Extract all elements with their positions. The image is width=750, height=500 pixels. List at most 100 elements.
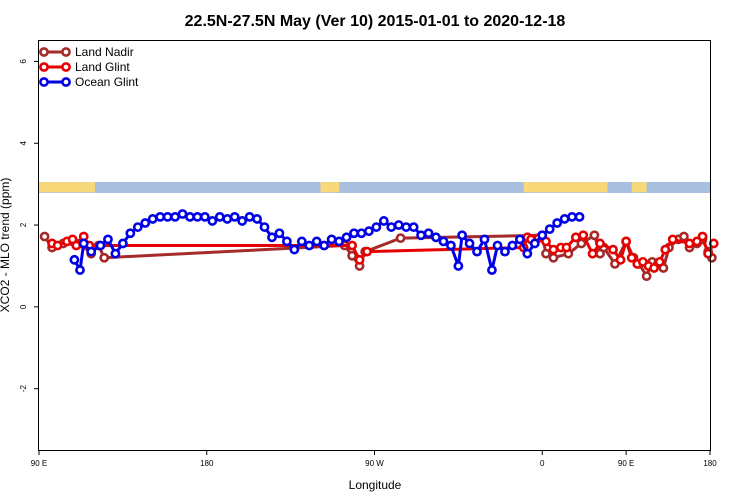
data-point	[304, 240, 315, 251]
data-point	[110, 248, 121, 259]
data-point	[626, 252, 637, 263]
data-point	[71, 240, 82, 251]
y-tick-label: 0	[19, 304, 28, 309]
land-segment	[523, 182, 608, 193]
data-point	[214, 211, 225, 222]
plot-frame	[38, 40, 711, 451]
data-point	[39, 231, 50, 242]
data-point	[684, 238, 695, 249]
data-point	[587, 248, 598, 259]
data-point	[177, 209, 188, 219]
legend-marker	[39, 62, 49, 72]
chart-title: 22.5N-27.5N May (Ver 10) 2015-01-01 to 2…	[185, 13, 566, 30]
y-tick-label: 4	[19, 140, 28, 145]
data-point	[117, 238, 128, 249]
data-point	[274, 228, 285, 239]
data-point	[578, 230, 589, 241]
series-land-nadir	[39, 230, 717, 282]
x-axis: 90 E 180 90 W 0 180 90 E	[31, 451, 717, 468]
data-point	[679, 231, 689, 242]
data-point	[356, 228, 367, 239]
series-layer	[39, 209, 719, 282]
data-point	[507, 240, 518, 251]
data-point	[326, 234, 337, 245]
legend-marker	[39, 47, 49, 57]
data-point	[52, 240, 63, 251]
legend-item: Land Glint	[39, 60, 130, 74]
data-point	[95, 240, 106, 251]
land-strip-segments	[39, 182, 647, 193]
data-point	[222, 214, 233, 224]
data-point	[431, 232, 441, 243]
data-point	[78, 238, 89, 249]
data-point	[140, 218, 151, 228]
data-point	[457, 230, 468, 241]
data-point	[395, 233, 406, 244]
data-point	[537, 230, 548, 241]
data-point	[654, 256, 665, 267]
data-point	[621, 236, 632, 247]
data-point	[132, 222, 143, 232]
data-point	[289, 244, 300, 255]
x-tick-label: 180	[200, 459, 214, 468]
data-point	[479, 234, 490, 245]
data-point	[125, 228, 136, 239]
legend-marker	[61, 47, 71, 57]
legend-label: Land Nadir	[75, 45, 134, 59]
data-point	[267, 232, 277, 243]
data-point	[281, 236, 292, 247]
data-point	[559, 214, 570, 224]
data-point	[371, 222, 382, 232]
data-point	[69, 254, 80, 265]
data-point	[192, 211, 203, 222]
data-point	[529, 238, 540, 249]
land-segment	[39, 182, 95, 193]
data-point	[364, 226, 374, 237]
data-point	[649, 263, 659, 273]
data-point	[692, 236, 702, 247]
data-point	[570, 232, 581, 243]
data-point	[319, 240, 330, 251]
ocean-strip	[39, 182, 710, 193]
x-tick-label: 90 E	[31, 459, 47, 468]
data-point	[401, 222, 412, 232]
data-point	[464, 238, 475, 249]
x-axis-label: Longitude	[349, 478, 402, 492]
data-point	[697, 231, 708, 242]
legend-label: Ocean Glint	[75, 75, 139, 89]
data-point	[576, 238, 587, 249]
data-point	[185, 211, 195, 222]
land-segment	[631, 182, 647, 193]
data-point	[334, 236, 344, 247]
data-point	[408, 222, 419, 232]
data-point	[259, 222, 270, 232]
y-tick-label: -2	[19, 385, 28, 393]
data-point	[595, 238, 605, 249]
data-point	[162, 211, 173, 222]
data-point	[362, 246, 372, 257]
data-point	[341, 232, 352, 243]
data-point	[86, 246, 97, 257]
data-point	[574, 211, 585, 222]
data-point	[147, 214, 158, 224]
data-point	[349, 228, 359, 239]
y-axis: -2 0 2 4 6	[19, 59, 38, 393]
data-point	[438, 236, 449, 247]
data-point	[548, 252, 559, 263]
legend-item: Land Nadir	[39, 45, 134, 59]
legend-item: Ocean Glint	[39, 75, 139, 89]
y-tick-label: 6	[19, 59, 28, 64]
y-axis-label: XCO2 - MLO trend (ppm)	[0, 178, 12, 313]
data-point	[416, 230, 426, 241]
data-point	[296, 236, 307, 247]
data-point	[75, 265, 85, 275]
data-point	[378, 216, 389, 226]
data-point	[103, 234, 113, 245]
data-point	[347, 250, 358, 261]
data-point	[514, 234, 525, 245]
series-ocean-glint	[69, 209, 585, 275]
data-point	[608, 244, 618, 255]
data-point	[99, 252, 110, 263]
data-point	[522, 248, 533, 259]
data-point	[252, 214, 262, 224]
